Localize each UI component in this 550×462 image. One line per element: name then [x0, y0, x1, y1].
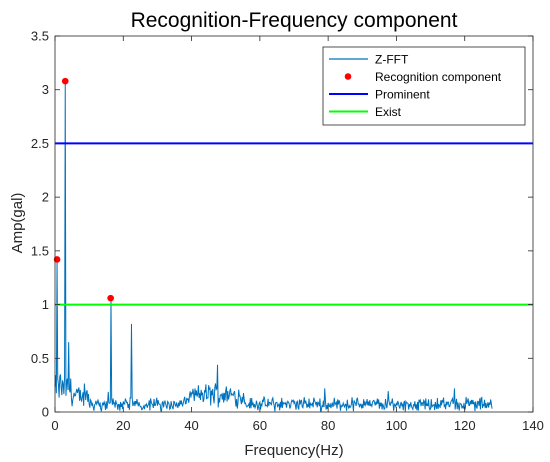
- axes: 0 20 40 60 80 100 120 140 0 0.5 1 1.5 2 2.5 3 3.5: [31, 29, 544, 434]
- chart-title: Recognition-Frequency component: [131, 9, 458, 32]
- legend-label-z-fft: Z-FFT: [375, 52, 409, 66]
- y-tick-label: 1.5: [31, 243, 49, 258]
- legend-label-recognition-component: Recognition component: [375, 70, 502, 84]
- y-tick-label: 0: [42, 405, 49, 420]
- legend-label-prominent: Prominent: [375, 87, 430, 101]
- y-tick-label: 2.5: [31, 136, 49, 151]
- x-tick-label: 140: [522, 418, 544, 433]
- x-tick-label: 100: [386, 418, 408, 433]
- y-tick-label: 1: [42, 297, 49, 312]
- legend: Z-FFT Recognition component Prominent Exist: [322, 46, 526, 126]
- x-axis-title: Frequency(Hz): [244, 442, 343, 459]
- recognition-point-2: [61, 77, 69, 85]
- x-tick-label: 40: [184, 418, 198, 433]
- y-tick-label: 3: [42, 82, 49, 97]
- x-tick-label: 60: [253, 418, 267, 433]
- legend-label-exist: Exist: [375, 105, 402, 119]
- series-line-z-fft: [54, 81, 493, 413]
- x-tick-label: 80: [321, 418, 335, 433]
- x-tick-label: 120: [454, 418, 476, 433]
- y-tick-label: 2: [42, 190, 49, 205]
- y-axis-title: Amp(gal): [9, 193, 26, 254]
- legend-swatch-recognition-component: [344, 73, 352, 80]
- y-tick-label: 3.5: [31, 29, 49, 44]
- x-tick-label: 20: [116, 418, 130, 433]
- recognition-point-3: [107, 294, 114, 302]
- x-tick-label: 0: [51, 418, 58, 433]
- y-tick-label: 0.5: [31, 351, 49, 366]
- axes-frame: [54, 35, 534, 413]
